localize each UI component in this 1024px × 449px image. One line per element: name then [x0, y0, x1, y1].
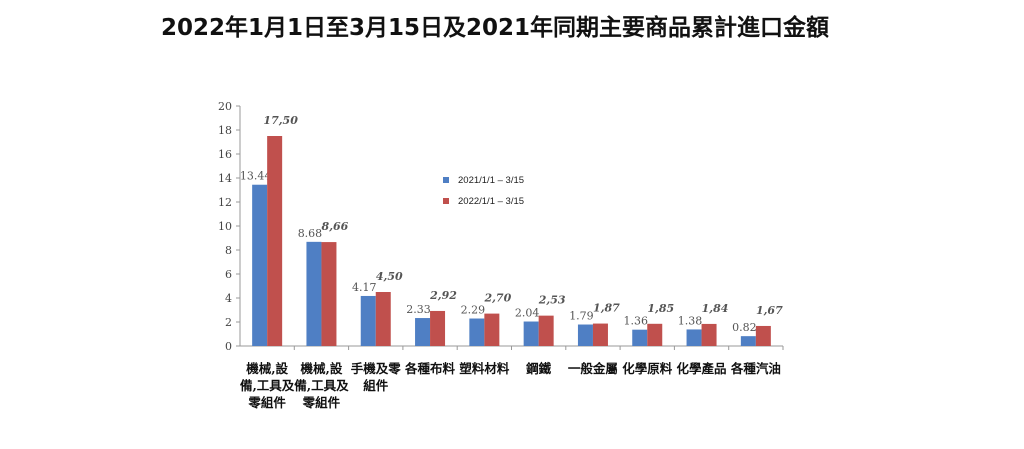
y-tick-label: 20	[218, 100, 232, 113]
data-label: 4,50	[376, 270, 403, 283]
x-tick-label: 鋼鐵	[526, 361, 552, 376]
bar-2021	[469, 318, 485, 346]
x-tick-label: 塑料材料	[459, 361, 510, 376]
x-tick-label: 各種汽油	[730, 361, 781, 376]
data-label: 2,53	[538, 294, 566, 307]
bar-2022	[375, 292, 391, 346]
legend-label: 2021/1/1 – 3/15	[458, 175, 524, 186]
data-label: 1,87	[593, 302, 620, 315]
data-label: 1.36	[624, 315, 649, 328]
data-label: 8.68	[298, 227, 323, 240]
bar-2021	[252, 184, 268, 346]
data-label: 2.33	[406, 303, 431, 316]
data-label: 4.17	[352, 281, 377, 294]
legend-label: 2022/1/1 – 3/15	[458, 196, 524, 207]
bar-2022	[267, 136, 283, 346]
data-label: 8,66	[322, 220, 349, 233]
x-tick-label: 機械,設備,工具及零組件	[239, 361, 295, 410]
y-tick-label: 16	[218, 148, 232, 161]
x-tick-label: 一般金屬	[567, 361, 618, 376]
data-label: 1,84	[702, 302, 729, 315]
bar-2022	[484, 313, 500, 346]
bar-2022	[755, 325, 771, 346]
y-tick-label: 14	[218, 172, 232, 185]
data-label: 1.79	[569, 310, 594, 323]
bar-2022	[430, 310, 446, 346]
x-tick-label: 各種布料	[405, 361, 456, 376]
y-tick-label: 18	[218, 124, 232, 137]
x-tick-label: 機械,設備,工具及零組件	[294, 361, 349, 410]
data-label: 2.04	[515, 307, 540, 320]
y-tick-label: 10	[218, 220, 232, 233]
bar-2021	[632, 329, 648, 346]
data-label: 2,92	[429, 289, 457, 302]
bar-2021	[415, 318, 431, 346]
y-tick-label: 6	[225, 268, 232, 281]
bar-2022	[321, 242, 337, 346]
data-label: 0.82	[732, 321, 757, 334]
data-label: 2,70	[483, 292, 511, 305]
data-label: 17,50	[263, 114, 298, 127]
bar-2021	[306, 241, 322, 346]
bar-2022	[647, 323, 663, 346]
legend-marker	[443, 177, 449, 183]
chart-title: 2022年1月1日至3月15日及2021年同期主要商品累計進口金額	[160, 15, 830, 41]
bar-2021	[740, 336, 756, 346]
bar-2022	[592, 323, 608, 346]
y-tick-label: 2	[225, 316, 232, 329]
x-tick-label: 化學產品	[676, 361, 727, 376]
bar-2021	[523, 321, 539, 346]
bar-2021	[686, 329, 702, 346]
x-tick-label: 化學原料	[622, 361, 673, 376]
x-tick-label: 手機及零組件	[350, 361, 401, 393]
bar-2022	[701, 323, 717, 346]
bar-2021	[360, 295, 376, 346]
bar-2022	[538, 315, 554, 346]
data-label: 1.38	[678, 314, 703, 327]
data-label: 2.29	[461, 304, 486, 317]
y-tick-label: 12	[218, 196, 232, 209]
legend-marker	[443, 198, 449, 204]
data-label: 1,67	[756, 304, 783, 317]
y-tick-label: 4	[225, 292, 232, 305]
y-tick-label: 0	[225, 340, 232, 353]
data-label: 13.44	[240, 170, 272, 183]
data-label: 1,85	[647, 302, 674, 315]
bar-2021	[577, 324, 593, 346]
y-tick-label: 8	[225, 244, 232, 257]
